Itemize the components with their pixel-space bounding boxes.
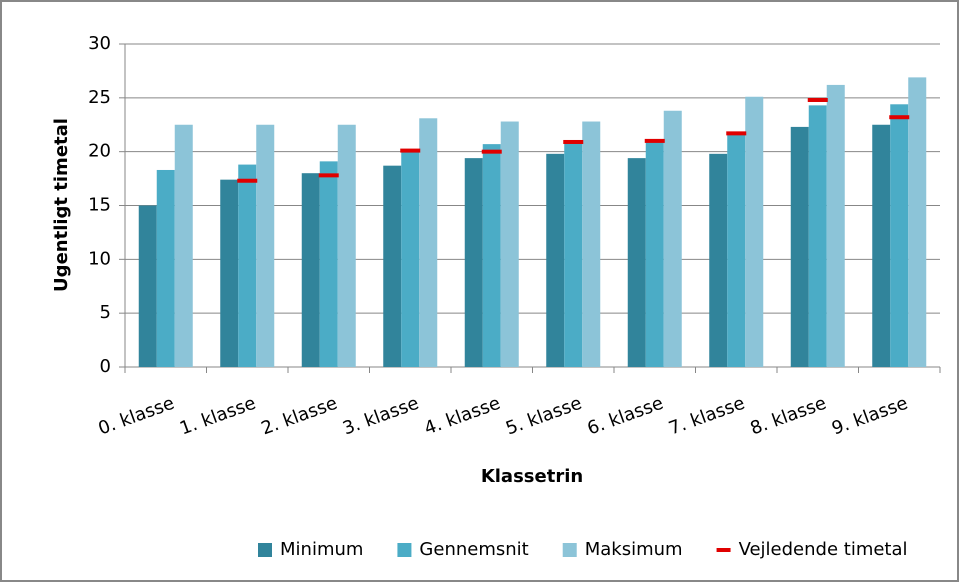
target-marker — [481, 149, 502, 154]
bar — [564, 143, 583, 367]
x-axis-title: Klassetrin — [481, 466, 583, 487]
bar — [238, 164, 257, 367]
bar — [401, 150, 420, 367]
target-marker — [644, 138, 665, 143]
bar — [890, 104, 909, 367]
bar — [220, 179, 239, 367]
bar — [727, 133, 746, 367]
legend-label: Gennemsnit — [419, 539, 528, 560]
legend-label: Maksimum — [585, 539, 683, 560]
legend-label: Minimum — [280, 539, 363, 560]
y-axis-title: Ugentligt timetal — [51, 118, 72, 292]
target-marker — [807, 97, 828, 102]
bar — [319, 161, 338, 367]
target-marker — [563, 139, 584, 144]
bar — [709, 153, 728, 367]
bar — [174, 124, 193, 367]
target-marker — [318, 173, 339, 178]
bar — [138, 205, 157, 367]
target-marker — [889, 115, 910, 120]
bar — [156, 169, 175, 367]
legend-swatch — [397, 543, 412, 557]
bar — [464, 158, 483, 367]
legend-swatch — [716, 548, 731, 552]
bar — [908, 77, 927, 368]
bar — [663, 110, 682, 368]
target-marker — [237, 178, 258, 183]
bar — [808, 105, 827, 368]
bar — [256, 124, 275, 367]
bar — [826, 84, 845, 367]
bar — [745, 96, 764, 368]
y-tick-label: 25 — [88, 87, 111, 108]
y-tick-label: 15 — [88, 195, 111, 216]
bar — [337, 124, 356, 367]
y-tick-label: 10 — [88, 248, 111, 269]
bar — [582, 121, 601, 368]
legend-label: Vejledende timetal — [739, 539, 908, 560]
bar — [482, 144, 501, 367]
bar — [790, 126, 809, 367]
legend-swatch — [562, 543, 577, 557]
y-tick-label: 0 — [100, 356, 111, 377]
y-tick-label: 20 — [88, 141, 111, 162]
legend-swatch — [258, 543, 272, 557]
y-tick-label: 30 — [88, 33, 111, 54]
bar — [301, 173, 320, 367]
bar — [383, 165, 402, 367]
bar — [546, 153, 565, 367]
target-marker — [400, 148, 421, 153]
bar — [500, 121, 519, 368]
y-tick-label: 5 — [100, 302, 111, 323]
bar — [872, 124, 891, 367]
bar — [645, 140, 664, 367]
bar — [627, 158, 646, 367]
target-marker — [726, 131, 747, 136]
bar — [419, 118, 438, 367]
